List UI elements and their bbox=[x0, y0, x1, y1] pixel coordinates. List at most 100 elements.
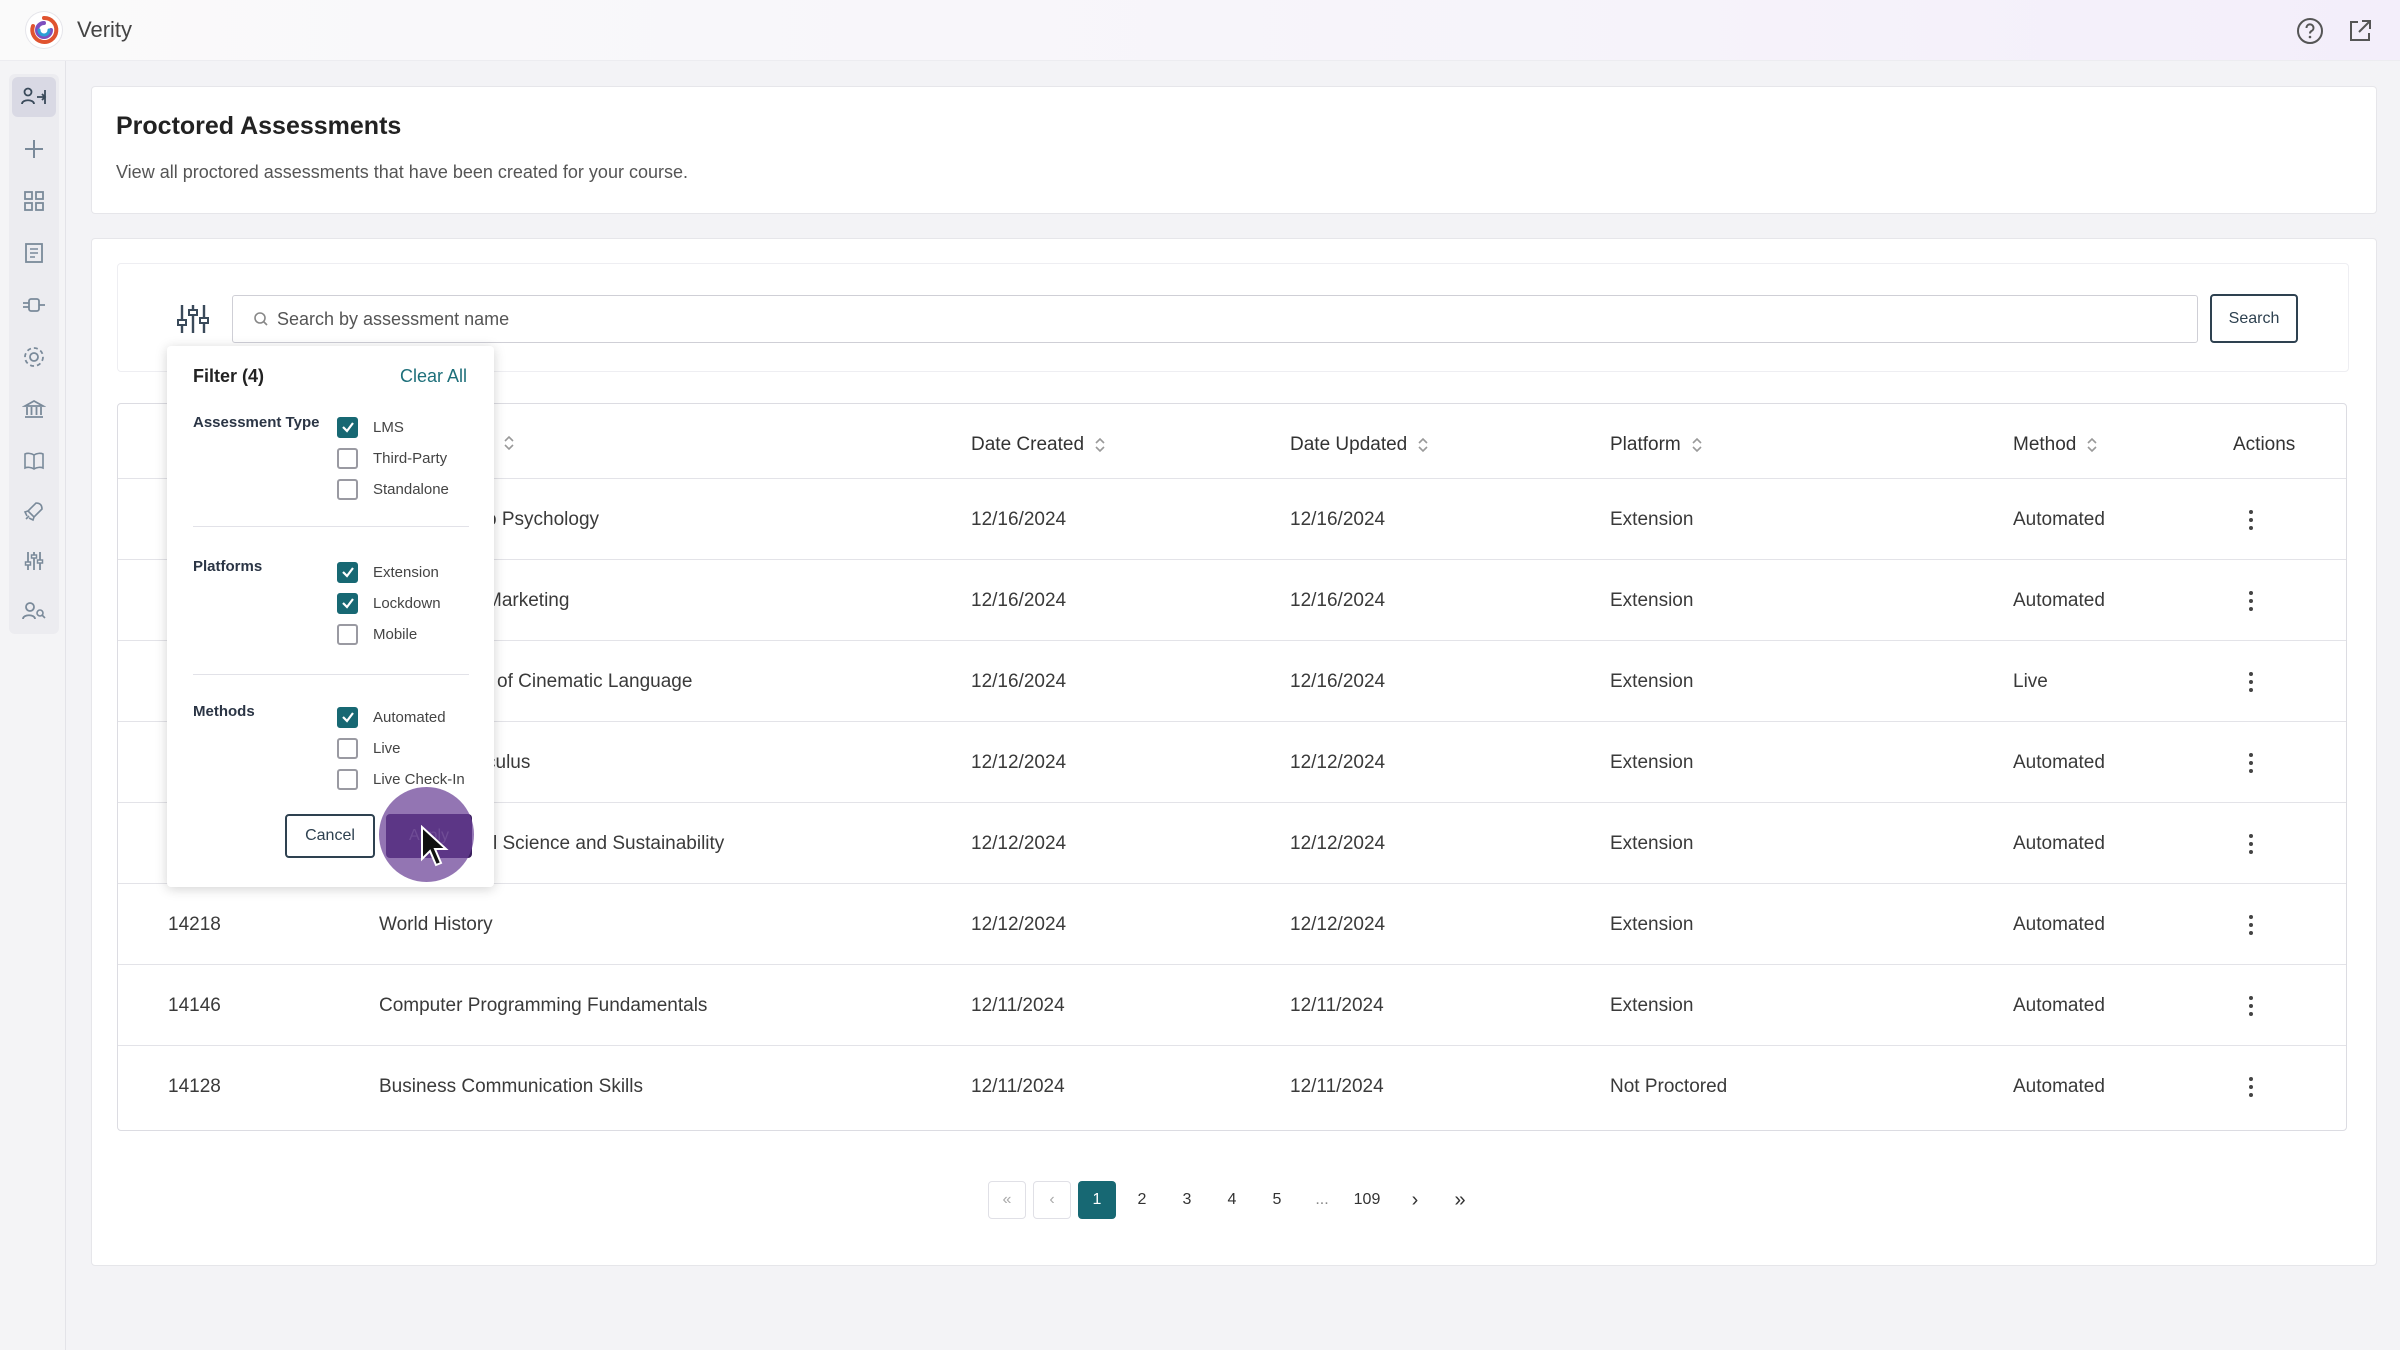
filter-option-automated[interactable]: Automated bbox=[337, 706, 446, 728]
nav-item-reports[interactable] bbox=[12, 233, 56, 273]
table-row[interactable]: of Cinematic Language 12/16/2024 12/16/2… bbox=[118, 640, 2346, 721]
nav-item-users[interactable] bbox=[12, 591, 56, 631]
row-actions-kebab-icon[interactable] bbox=[2241, 992, 2261, 1020]
clear-all-link[interactable]: Clear All bbox=[400, 366, 468, 386]
checkbox-icon[interactable] bbox=[337, 623, 358, 645]
filter-option-mobile[interactable]: Mobile bbox=[337, 623, 417, 645]
table-row[interactable]: l Science and Sustainability 12/12/2024 … bbox=[118, 802, 2346, 883]
verity-logo-icon[interactable] bbox=[26, 12, 62, 48]
checkbox-icon[interactable] bbox=[337, 737, 358, 759]
filter-option-standalone[interactable]: Standalone bbox=[337, 478, 449, 500]
filter-option-lms[interactable]: LMS bbox=[337, 416, 404, 438]
filter-option-live[interactable]: Live bbox=[337, 737, 401, 759]
app-title: Verity bbox=[77, 17, 133, 42]
filter-option-extension[interactable]: Extension bbox=[337, 561, 439, 583]
sort-icon[interactable] bbox=[1094, 436, 1106, 454]
page-button[interactable]: 5 bbox=[1272, 1191, 1282, 1208]
row-actions-kebab-icon[interactable] bbox=[2241, 587, 2261, 615]
help-icon[interactable] bbox=[2296, 17, 2324, 45]
sort-icon[interactable] bbox=[1691, 436, 1703, 454]
cell-method: Automated bbox=[2013, 509, 2105, 530]
page-button[interactable]: 4 bbox=[1227, 1191, 1237, 1208]
column-header-date-created[interactable]: Date Created bbox=[971, 434, 1106, 456]
filter-toggle-icon[interactable] bbox=[174, 300, 212, 338]
checkbox-icon[interactable] bbox=[337, 768, 358, 790]
page-button[interactable]: 2 bbox=[1137, 1191, 1147, 1208]
cell-date-created: 12/12/2024 bbox=[971, 833, 1067, 854]
search-button[interactable]: Search bbox=[2210, 294, 2298, 343]
row-actions-kebab-icon[interactable] bbox=[2241, 911, 2261, 939]
next-page-button[interactable]: › bbox=[1411, 1188, 1419, 1211]
search-field[interactable] bbox=[232, 295, 2198, 343]
cell-name[interactable]: World History bbox=[379, 914, 493, 935]
nav-item-dashboard[interactable] bbox=[12, 181, 56, 221]
divider bbox=[193, 674, 469, 675]
nav-item-settings[interactable] bbox=[12, 337, 56, 377]
filter-option-live-check-in[interactable]: Live Check-In bbox=[337, 768, 465, 790]
integration-icon bbox=[23, 298, 45, 312]
nav-item-create[interactable] bbox=[12, 129, 56, 169]
rocket-icon bbox=[23, 502, 43, 522]
table-row[interactable]: 14128 Business Communication Skills 12/1… bbox=[118, 1045, 2346, 1126]
table-row[interactable]: culus 12/12/2024 12/12/2024 Extension Au… bbox=[118, 721, 2346, 802]
last-page-button[interactable]: » bbox=[1454, 1188, 1466, 1211]
sort-icon[interactable] bbox=[503, 434, 515, 452]
cell-date-updated: 12/11/2024 bbox=[1290, 1076, 1384, 1097]
row-actions-kebab-icon[interactable] bbox=[2241, 506, 2261, 534]
cell-id: 14218 bbox=[168, 914, 221, 935]
nav-item-courses[interactable] bbox=[12, 441, 56, 481]
search-input[interactable] bbox=[277, 308, 2177, 330]
filter-option-label: Standalone bbox=[373, 480, 449, 498]
sort-icon[interactable] bbox=[2086, 436, 2098, 454]
row-actions-kebab-icon[interactable] bbox=[2241, 668, 2261, 696]
column-header-date-updated[interactable]: Date Updated bbox=[1290, 434, 1429, 456]
checkbox-icon[interactable] bbox=[337, 447, 358, 469]
cell-name[interactable]: culus bbox=[486, 752, 531, 773]
column-header-name-sort[interactable] bbox=[503, 434, 515, 452]
row-actions-kebab-icon[interactable] bbox=[2241, 1073, 2261, 1101]
cell-name[interactable]: Computer Programming Fundamentals bbox=[379, 995, 708, 1016]
cell-name[interactable]: o Psychology bbox=[486, 509, 600, 530]
cell-name[interactable]: of Cinematic Language bbox=[497, 671, 693, 692]
nav-item-launch[interactable] bbox=[12, 491, 56, 531]
row-actions-kebab-icon[interactable] bbox=[2241, 749, 2261, 777]
filter-option-third-party[interactable]: Third-Party bbox=[337, 447, 447, 469]
cell-name[interactable]: Business Communication Skills bbox=[379, 1076, 643, 1097]
filter-group-label: Assessment Type bbox=[193, 414, 320, 431]
column-header-platform[interactable]: Platform bbox=[1610, 434, 1703, 456]
cancel-button[interactable]: Cancel bbox=[285, 814, 375, 858]
search-icon bbox=[254, 312, 268, 326]
prev-page-button[interactable]: ‹ bbox=[1033, 1181, 1071, 1219]
cell-name[interactable]: l Science and Sustainability bbox=[493, 833, 725, 854]
checkbox-checked-icon[interactable] bbox=[337, 592, 358, 614]
table-row[interactable]: Marketing 12/16/2024 12/16/2024 Extensio… bbox=[118, 559, 2346, 640]
first-page-button[interactable]: « bbox=[988, 1181, 1026, 1219]
apply-button[interactable]: Apply bbox=[386, 814, 472, 858]
checkbox-icon[interactable] bbox=[337, 478, 358, 500]
sliders-icon bbox=[24, 552, 44, 570]
cell-name[interactable]: Marketing bbox=[486, 590, 570, 611]
filter-option-lockdown[interactable]: Lockdown bbox=[337, 592, 441, 614]
cell-date-created: 12/12/2024 bbox=[971, 914, 1067, 935]
nav-item-integrations[interactable] bbox=[12, 285, 56, 325]
cell-platform: Extension bbox=[1610, 995, 1694, 1016]
last-page-number-button[interactable]: 109 bbox=[1353, 1191, 1381, 1208]
filter-option-label: LMS bbox=[373, 418, 404, 436]
table-row[interactable]: o Psychology 12/16/2024 12/16/2024 Exten… bbox=[118, 478, 2346, 559]
nav-item-assessments[interactable] bbox=[12, 77, 56, 117]
filter-option-label: Automated bbox=[373, 708, 446, 726]
nav-item-preferences[interactable] bbox=[12, 541, 56, 581]
row-actions-kebab-icon[interactable] bbox=[2241, 830, 2261, 858]
checkbox-checked-icon[interactable] bbox=[337, 706, 358, 728]
open-external-icon[interactable] bbox=[2346, 17, 2374, 45]
column-header-method[interactable]: Method bbox=[2013, 434, 2098, 456]
page-ellipsis: ... bbox=[1315, 1191, 1329, 1208]
checkbox-checked-icon[interactable] bbox=[337, 561, 358, 583]
page-button-current[interactable]: 1 bbox=[1078, 1181, 1116, 1219]
table-row[interactable]: 14218 World History 12/12/2024 12/12/202… bbox=[118, 883, 2346, 964]
page-button[interactable]: 3 bbox=[1182, 1191, 1192, 1208]
checkbox-checked-icon[interactable] bbox=[337, 416, 358, 438]
nav-item-institution[interactable] bbox=[12, 389, 56, 429]
table-row[interactable]: 14146 Computer Programming Fundamentals … bbox=[118, 964, 2346, 1045]
sort-icon[interactable] bbox=[1417, 436, 1429, 454]
